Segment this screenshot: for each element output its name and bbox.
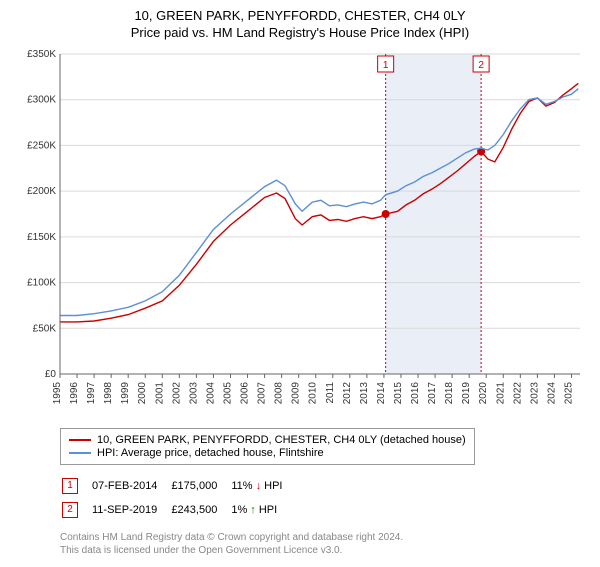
marker-delta: 1% ↑ HPI [231, 499, 294, 521]
svg-text:2002: 2002 [171, 382, 182, 405]
svg-text:2009: 2009 [291, 382, 302, 405]
chart-title-address: 10, GREEN PARK, PENYFFORDD, CHESTER, CH4… [14, 8, 586, 23]
legend-swatch [69, 439, 91, 441]
svg-text:2006: 2006 [240, 382, 251, 405]
chart-subtitle: Price paid vs. HM Land Registry's House … [14, 25, 586, 40]
svg-text:2014: 2014 [376, 382, 387, 405]
svg-text:2012: 2012 [342, 382, 353, 405]
marker-events-table: 1 07-FEB-2014£175,00011% ↓ HPI 2 11-SEP-201… [60, 473, 297, 523]
svg-text:2015: 2015 [393, 382, 404, 405]
svg-text:2008: 2008 [274, 382, 285, 405]
svg-text:£0: £0 [45, 369, 57, 380]
legend-label: HPI: Average price, detached house, Flin… [97, 447, 324, 459]
footer-line-1: Contains HM Land Registry data © Crown c… [60, 531, 586, 544]
svg-text:2019: 2019 [461, 382, 472, 405]
svg-text:£300K: £300K [27, 95, 56, 106]
svg-text:2001: 2001 [154, 382, 165, 405]
svg-text:2025: 2025 [563, 382, 574, 405]
svg-text:1996: 1996 [69, 382, 80, 405]
legend: 10, GREEN PARK, PENYFFORDD, CHESTER, CH4… [60, 428, 475, 465]
legend-swatch [69, 452, 91, 454]
footer-line-2: This data is licensed under the Open Gov… [60, 544, 586, 557]
svg-text:1999: 1999 [120, 382, 131, 405]
svg-text:£150K: £150K [27, 232, 56, 243]
svg-text:2007: 2007 [257, 382, 268, 405]
marker-badge: 2 [62, 502, 78, 518]
chart-container: 10, GREEN PARK, PENYFFORDD, CHESTER, CH4… [0, 0, 600, 567]
marker-date: 07-FEB-2014 [92, 475, 169, 497]
svg-text:£350K: £350K [27, 49, 56, 60]
svg-text:£50K: £50K [33, 323, 57, 334]
svg-text:2005: 2005 [222, 382, 233, 405]
svg-text:1995: 1995 [52, 382, 63, 405]
svg-text:£100K: £100K [27, 278, 56, 289]
svg-text:2003: 2003 [188, 382, 199, 405]
svg-text:2010: 2010 [308, 382, 319, 405]
svg-text:2018: 2018 [444, 382, 455, 405]
line-chart-svg: £0 £50K £100K £150K £200K £250K £300K £350K 1995… [14, 48, 586, 420]
marker-badge: 1 [62, 478, 78, 494]
legend-item: HPI: Average price, detached house, Flin… [69, 447, 466, 459]
marker-price: £175,000 [171, 475, 229, 497]
svg-text:1998: 1998 [103, 382, 114, 405]
marker-row: 2 11-SEP-2019£243,5001% ↑ HPI [62, 499, 295, 521]
marker-delta: 11% ↓ HPI [231, 475, 294, 497]
legend-label: 10, GREEN PARK, PENYFFORDD, CHESTER, CH4… [97, 434, 466, 446]
marker-date: 11-SEP-2019 [92, 499, 169, 521]
svg-text:£250K: £250K [27, 140, 56, 151]
svg-text:2013: 2013 [359, 382, 370, 405]
legend-item: 10, GREEN PARK, PENYFFORDD, CHESTER, CH4… [69, 434, 466, 446]
svg-text:2016: 2016 [410, 382, 421, 405]
svg-text:2: 2 [478, 60, 484, 71]
svg-text:2017: 2017 [427, 382, 438, 405]
svg-text:2023: 2023 [529, 382, 540, 405]
svg-text:1: 1 [383, 60, 389, 71]
marker-row: 1 07-FEB-2014£175,00011% ↓ HPI [62, 475, 295, 497]
svg-text:2000: 2000 [137, 382, 148, 405]
svg-text:1997: 1997 [86, 382, 97, 405]
title-block: 10, GREEN PARK, PENYFFORDD, CHESTER, CH4… [14, 8, 586, 40]
footer-attribution: Contains HM Land Registry data © Crown c… [60, 531, 586, 557]
chart-plot: £0 £50K £100K £150K £200K £250K £300K £350K 1995… [14, 48, 586, 420]
svg-text:2022: 2022 [512, 382, 523, 405]
svg-text:2020: 2020 [478, 382, 489, 405]
svg-text:2011: 2011 [325, 382, 336, 404]
svg-text:2004: 2004 [205, 382, 216, 405]
svg-text:2024: 2024 [546, 382, 557, 405]
svg-text:2021: 2021 [495, 382, 506, 405]
marker-price: £243,500 [171, 499, 229, 521]
svg-text:£200K: £200K [27, 186, 56, 197]
